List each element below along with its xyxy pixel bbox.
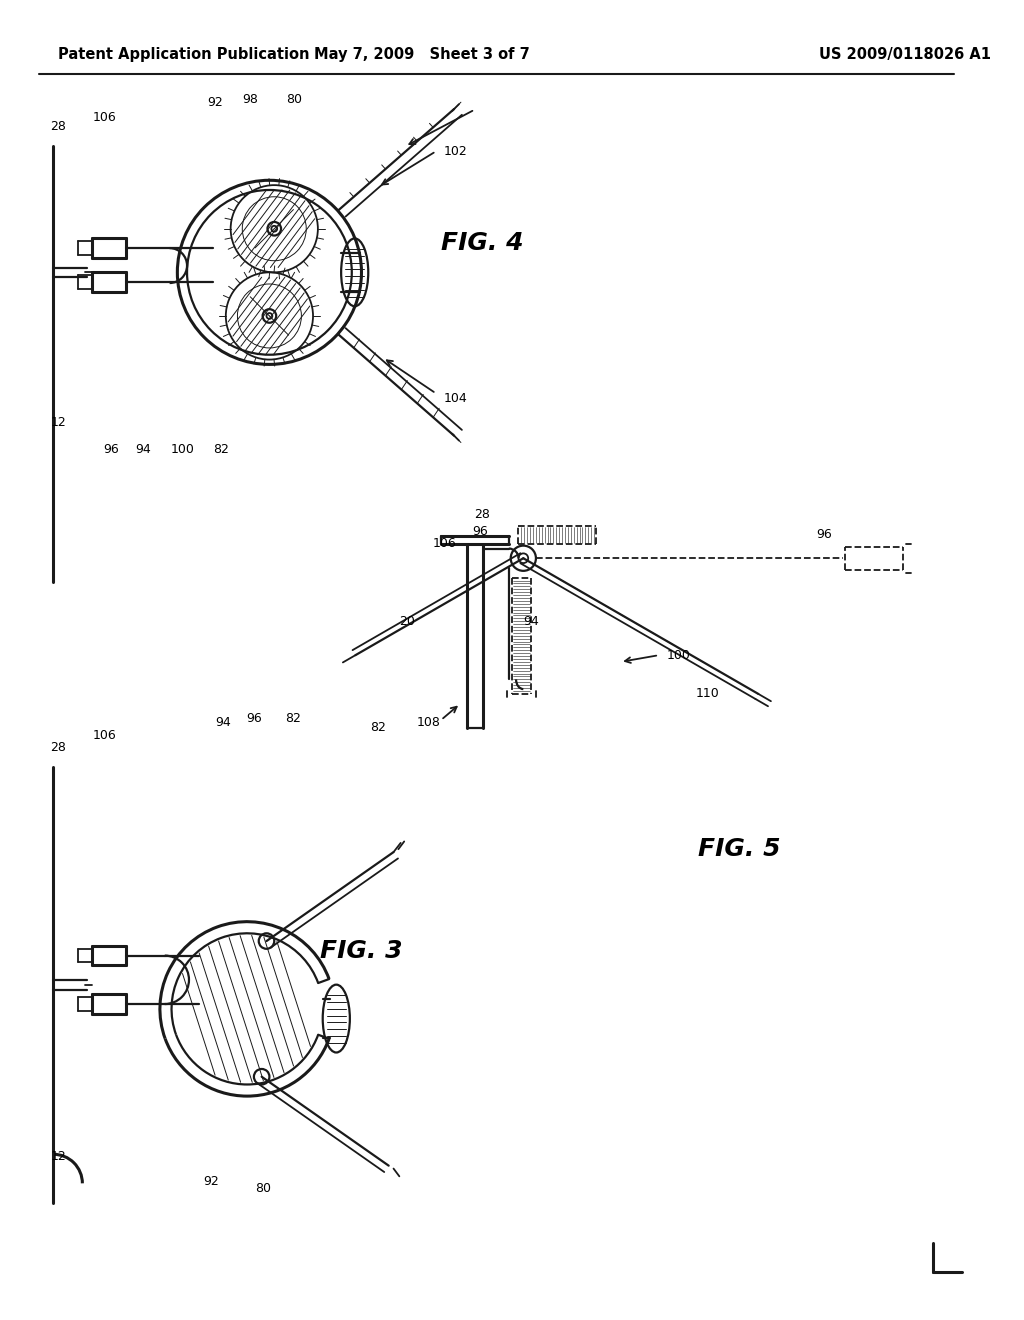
Text: 96: 96 bbox=[103, 444, 120, 457]
Text: 82: 82 bbox=[213, 444, 229, 457]
Text: 98: 98 bbox=[242, 94, 258, 107]
Text: 28: 28 bbox=[50, 120, 67, 133]
Text: 12: 12 bbox=[50, 416, 66, 429]
Text: 94: 94 bbox=[523, 615, 539, 628]
Text: 108: 108 bbox=[417, 717, 440, 730]
Text: 100: 100 bbox=[170, 444, 195, 457]
Text: 100: 100 bbox=[667, 648, 690, 661]
Text: 96: 96 bbox=[816, 528, 831, 540]
Text: 92: 92 bbox=[207, 96, 223, 110]
Text: 94: 94 bbox=[135, 444, 152, 457]
Text: 104: 104 bbox=[443, 392, 467, 405]
Text: 106: 106 bbox=[93, 729, 117, 742]
Text: 102: 102 bbox=[443, 145, 467, 157]
Text: FIG. 4: FIG. 4 bbox=[441, 231, 523, 255]
Text: May 7, 2009   Sheet 3 of 7: May 7, 2009 Sheet 3 of 7 bbox=[313, 46, 529, 62]
Text: 82: 82 bbox=[370, 721, 386, 734]
Text: 28: 28 bbox=[50, 741, 67, 754]
Text: 96: 96 bbox=[246, 711, 262, 725]
Text: 94: 94 bbox=[215, 717, 230, 730]
Text: 92: 92 bbox=[204, 1175, 219, 1188]
Text: 20: 20 bbox=[399, 615, 415, 628]
Text: 106: 106 bbox=[433, 537, 457, 550]
Text: 82: 82 bbox=[285, 711, 301, 725]
Text: Patent Application Publication: Patent Application Publication bbox=[58, 46, 309, 62]
Text: 80: 80 bbox=[256, 1181, 271, 1195]
Text: 80: 80 bbox=[286, 94, 302, 107]
Text: US 2009/0118026 A1: US 2009/0118026 A1 bbox=[819, 46, 991, 62]
Text: FIG. 5: FIG. 5 bbox=[697, 837, 780, 861]
Text: 28: 28 bbox=[474, 508, 489, 521]
Text: 110: 110 bbox=[695, 688, 719, 701]
Text: 96: 96 bbox=[472, 524, 487, 537]
Text: FIG. 3: FIG. 3 bbox=[319, 939, 402, 962]
Text: 106: 106 bbox=[93, 111, 117, 124]
Text: 12: 12 bbox=[50, 1150, 66, 1163]
